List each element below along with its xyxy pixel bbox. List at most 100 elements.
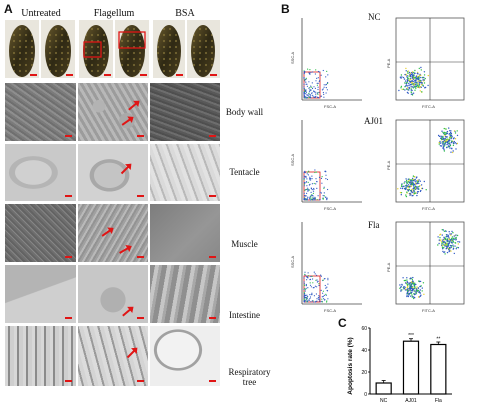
quadrant-event-dot (418, 77, 420, 79)
gate-event-dot (315, 93, 317, 95)
quadrant-event-dot (412, 185, 415, 187)
quadrant-event-dot (419, 79, 421, 82)
quadrant-event-dot (443, 236, 445, 238)
gate-event-dot (304, 79, 306, 81)
gate-event-dot (306, 199, 308, 201)
quadrant-event-dot (401, 76, 403, 78)
gate-event-dot (311, 87, 314, 90)
gate-event-dot (314, 171, 316, 174)
quadrant-event-dot (443, 133, 445, 135)
gate-event-dot (318, 300, 320, 302)
gate-event-dot (307, 174, 309, 176)
quadrant-event-dot (454, 142, 457, 144)
quadrant-event-dot (418, 179, 420, 181)
gate-event-dot (323, 187, 325, 189)
gate-event-dot (310, 187, 312, 189)
gate-event-dot (313, 188, 315, 190)
gate-event-dot (305, 285, 307, 287)
quadrant-event-dot (411, 180, 413, 182)
quadrant-event-dot (451, 147, 453, 149)
gate-event-dot (315, 69, 317, 71)
gate-event-dot (309, 94, 311, 96)
gate-event-dot (322, 198, 324, 200)
quadrant-event-dot (450, 130, 452, 132)
quadrant-event-dot (410, 181, 413, 183)
gate-event-dot (322, 197, 324, 199)
quadrant-event-dot (455, 237, 457, 239)
quadrant-event-dot (444, 237, 447, 240)
col-header-flagellum: Flagellum (93, 8, 135, 19)
quadrant-event-dot (417, 287, 420, 289)
quadrant-event-dot (446, 146, 448, 148)
quadrant-event-dot (406, 85, 409, 87)
quadrant-event-dot (441, 229, 443, 231)
gate-event-dot (315, 183, 317, 185)
quadrant-event-dot (414, 77, 417, 79)
quadrant-event-dot (442, 248, 444, 250)
micrograph-tentacle-flagellum (78, 144, 148, 201)
quadrant-event-dot (418, 67, 420, 70)
quadrant-event-dot (400, 290, 402, 292)
quadrant-event-dot (413, 84, 415, 86)
quadrant-event-dot (449, 136, 451, 139)
quadrant-event-dot (425, 189, 427, 191)
gate-event-dot (308, 196, 310, 198)
gate-event-dot (305, 90, 307, 92)
gate-plot-aj01 (301, 120, 362, 203)
quadrant-event-dot (403, 185, 405, 187)
quadrant-event-dot (405, 73, 407, 76)
micrograph-tentacle-bsa (150, 144, 220, 201)
quadrant-event-dot (420, 86, 422, 89)
quadrant-event-dot (410, 189, 412, 192)
quadrant-event-dot (412, 280, 414, 282)
quadrant-event-dot (412, 276, 414, 279)
gate-event-dot (327, 279, 329, 281)
micrograph-body-wall-flagellum (78, 83, 148, 141)
quadrant-event-dot (414, 188, 416, 190)
quadrant-event-dot (408, 71, 411, 74)
gate-event-dot (316, 199, 318, 201)
gate-event-dot (322, 295, 324, 298)
gate-event-dot (305, 298, 307, 300)
gate-event-dot (312, 94, 314, 96)
quadrant-event-dot (423, 71, 426, 73)
quadrant-event-dot (406, 80, 409, 83)
quadrant-event-dot (448, 138, 451, 140)
quadrant-event-dot (413, 290, 416, 292)
gate-event-dot (327, 74, 329, 76)
gate-event-dot (317, 77, 319, 79)
quadrant-event-dot (441, 246, 444, 248)
gate-event-dot (304, 80, 306, 82)
gate-event-dot (309, 284, 312, 286)
quadrant-event-dot (412, 188, 414, 190)
quadrant-event-dot (443, 144, 445, 146)
quadrant-event-dot (452, 138, 455, 140)
quadrant-event-dot (444, 242, 447, 244)
quadrant-event-dot (410, 89, 412, 91)
gate-event-dot (307, 296, 309, 298)
gate-event-dot (326, 178, 329, 181)
quadrant-event-dot (402, 88, 405, 91)
gate-event-dot (310, 194, 313, 196)
gate-event-dot (307, 190, 309, 192)
gate-event-dot (321, 176, 323, 178)
quadrant-event-dot (420, 285, 422, 287)
quadrant-event-dot (444, 253, 446, 255)
quadrant-event-dot (449, 143, 451, 145)
gate-event-dot (306, 192, 308, 194)
quadrant-event-dot (405, 85, 407, 87)
quadrant-event-dot (417, 80, 419, 82)
quadrant-event-dot (412, 297, 415, 300)
gate-event-dot (317, 88, 319, 91)
quadrant-event-dot (413, 191, 415, 193)
micrograph-respiratory-tree-bsa (150, 326, 220, 386)
gate-event-dot (325, 287, 327, 289)
bar-aj01 (402, 340, 420, 395)
quadrant-event-dot (413, 71, 415, 74)
quadrant-event-dot (405, 179, 408, 182)
quadrant-event-dot (455, 248, 457, 250)
quadrant-event-dot (414, 84, 416, 86)
row-label-muscle: Muscle (231, 239, 258, 249)
quadrant-event-dot (415, 180, 417, 182)
quadrant-event-dot (409, 282, 411, 284)
